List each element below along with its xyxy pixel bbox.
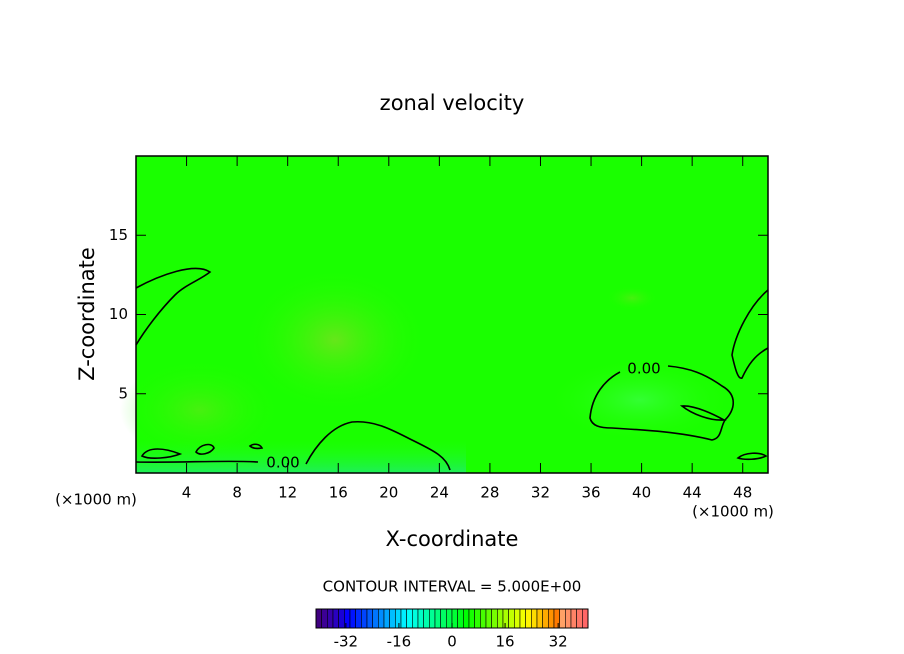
colorbar-cell [451, 608, 458, 629]
colorbar-cell [565, 608, 572, 629]
colorbar-cell [514, 608, 521, 629]
contour-line [248, 443, 264, 450]
colorbar-cell [412, 608, 419, 629]
colorbar-cell [400, 608, 407, 629]
contour-line [731, 289, 769, 379]
y-axis-label: Z-coordinate [75, 247, 99, 381]
colorbar-cell [570, 608, 577, 629]
colorbar-cell [383, 608, 390, 629]
colorbar-cell [468, 608, 475, 629]
x-tick-label: 24 [430, 484, 449, 502]
contour-label: 0.00 [627, 360, 660, 378]
colorbar-cell [315, 608, 322, 629]
colorbar-cell [332, 608, 339, 629]
x-tick-label: 8 [232, 484, 242, 502]
colorbar-cell [502, 608, 509, 629]
colorbar-cell [395, 608, 402, 629]
colorbar-cell [508, 608, 515, 629]
x-axis-label: X-coordinate [386, 527, 519, 551]
colorbar-cell [338, 608, 345, 629]
x-tick-label: 36 [581, 484, 600, 502]
colorbar-cell [434, 608, 441, 629]
contour-line [135, 460, 259, 464]
field [120, 156, 768, 473]
colorbar-cell [531, 608, 538, 629]
colorbar-cell [536, 608, 543, 629]
colorbar-cell [355, 608, 362, 629]
x-tick-label: 48 [733, 484, 752, 502]
colorbar-cell [378, 608, 385, 629]
colorbar-tick-label: -16 [387, 633, 412, 651]
colorbar-tick-label: 16 [496, 633, 515, 651]
colorbar-cell [321, 608, 328, 629]
colorbar-cell [542, 608, 549, 629]
colorbar-cell [361, 608, 368, 629]
colorbar-cell [417, 608, 424, 629]
x-tick-label: 20 [379, 484, 398, 502]
x-tick-label: 44 [683, 484, 702, 502]
colorbar-cell [366, 608, 373, 629]
colorbar-tick-label: 32 [549, 633, 568, 651]
contour-line [305, 420, 451, 471]
x-tick-label: 12 [278, 484, 297, 502]
contour-line [679, 405, 727, 421]
colorbar-cell [553, 608, 560, 629]
colorbar-cell [327, 608, 334, 629]
x-tick-label: 40 [632, 484, 651, 502]
colorbar-cell [525, 608, 532, 629]
colorbar-cell [389, 608, 396, 629]
colorbar-cell [497, 608, 504, 629]
colorbar-cell [548, 608, 555, 629]
colorbar-cell [582, 608, 589, 629]
contour-label: 0.00 [266, 454, 299, 472]
colorbar: -32 -16 0 16 32 [315, 608, 589, 651]
colorbar-cell [406, 608, 413, 629]
contour-line [140, 448, 183, 459]
x-unit-label: (×1000 m) [55, 491, 137, 509]
colorbar-cell [480, 608, 487, 629]
colorbar-cell [440, 608, 447, 629]
contour-interval-label: CONTOUR INTERVAL = 5.000E+00 [323, 578, 582, 596]
colorbar-cell [474, 608, 481, 629]
contour-line [589, 365, 735, 441]
y-tick-label: 10 [109, 305, 128, 323]
colorbar-cell [429, 608, 436, 629]
contour-line [736, 452, 768, 461]
colorbar-cell [372, 608, 379, 629]
x-tick-label: 4 [182, 484, 192, 502]
x-tick-label: 16 [329, 484, 348, 502]
colorbar-cell [446, 608, 453, 629]
colorbar-cell [491, 608, 498, 629]
contours: 0.00 0.00 [135, 267, 769, 472]
contour-line [135, 267, 212, 346]
colorbar-cell [559, 608, 566, 629]
chart-title: zonal velocity [380, 91, 525, 115]
colorbar-tick-label: 0 [447, 633, 457, 651]
colorbar-cell [423, 608, 430, 629]
colorbar-cell [576, 608, 583, 629]
colorbar-cell [485, 608, 492, 629]
colorbar-cell [457, 608, 464, 629]
x-tick-label: 28 [480, 484, 499, 502]
colorbar-cell [519, 608, 526, 629]
colorbar-cell [344, 608, 351, 629]
x-tick-label: 32 [531, 484, 550, 502]
colorbar-tick-label: -32 [334, 633, 359, 651]
y-tick-label: 15 [109, 226, 128, 244]
contour-line [195, 443, 215, 455]
x-unit-label: (×1000 m) [692, 503, 774, 521]
colorbar-cell [349, 608, 356, 629]
colorbar-cell [463, 608, 470, 629]
y-tick-label: 5 [118, 384, 128, 402]
